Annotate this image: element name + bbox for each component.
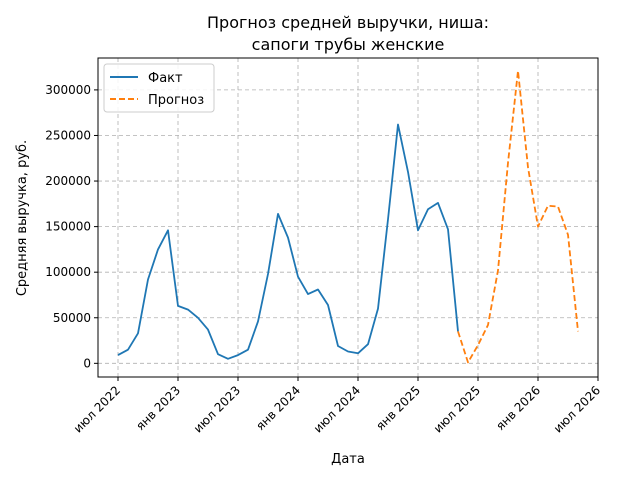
legend: Факт Прогноз (103, 63, 215, 113)
x-tick-label: янв 2024 (253, 383, 303, 433)
y-axis-label: Средняя выручка, руб. (15, 140, 30, 296)
x-tick-label: июл 2024 (311, 383, 363, 435)
y-tick-label: 300000 (45, 83, 91, 97)
y-tick-label: 150000 (45, 220, 91, 234)
x-axis-label: Дата (331, 452, 365, 467)
chart-title-line1: Прогноз средней выручки, ниша: (207, 13, 489, 32)
y-tick-label: 250000 (45, 128, 91, 142)
x-tick-label: июл 2026 (551, 383, 603, 435)
x-tick-label: июл 2022 (71, 383, 123, 435)
y-tick-label: 50000 (53, 311, 91, 325)
grid (98, 58, 599, 377)
y-tick-label: 100000 (45, 265, 91, 279)
x-tick-label: янв 2023 (133, 383, 183, 433)
x-tick-label: янв 2025 (373, 383, 423, 433)
series-line-fact (117, 123, 459, 360)
y-tick-label: 200000 (45, 174, 91, 188)
y-tick-label: 0 (83, 356, 91, 370)
plot-frame (97, 57, 599, 378)
x-tick-label: июл 2023 (191, 383, 243, 435)
x-tick-label: июл 2025 (431, 383, 483, 435)
x-tick-label: янв 2026 (493, 383, 543, 433)
series-line-forecast (457, 69, 579, 364)
series-lines (117, 69, 579, 364)
legend-label-fact: Факт (148, 71, 183, 86)
legend-label-forecast: Прогноз (148, 93, 204, 108)
chart-title-line2: сапоги трубы женские (252, 35, 445, 54)
